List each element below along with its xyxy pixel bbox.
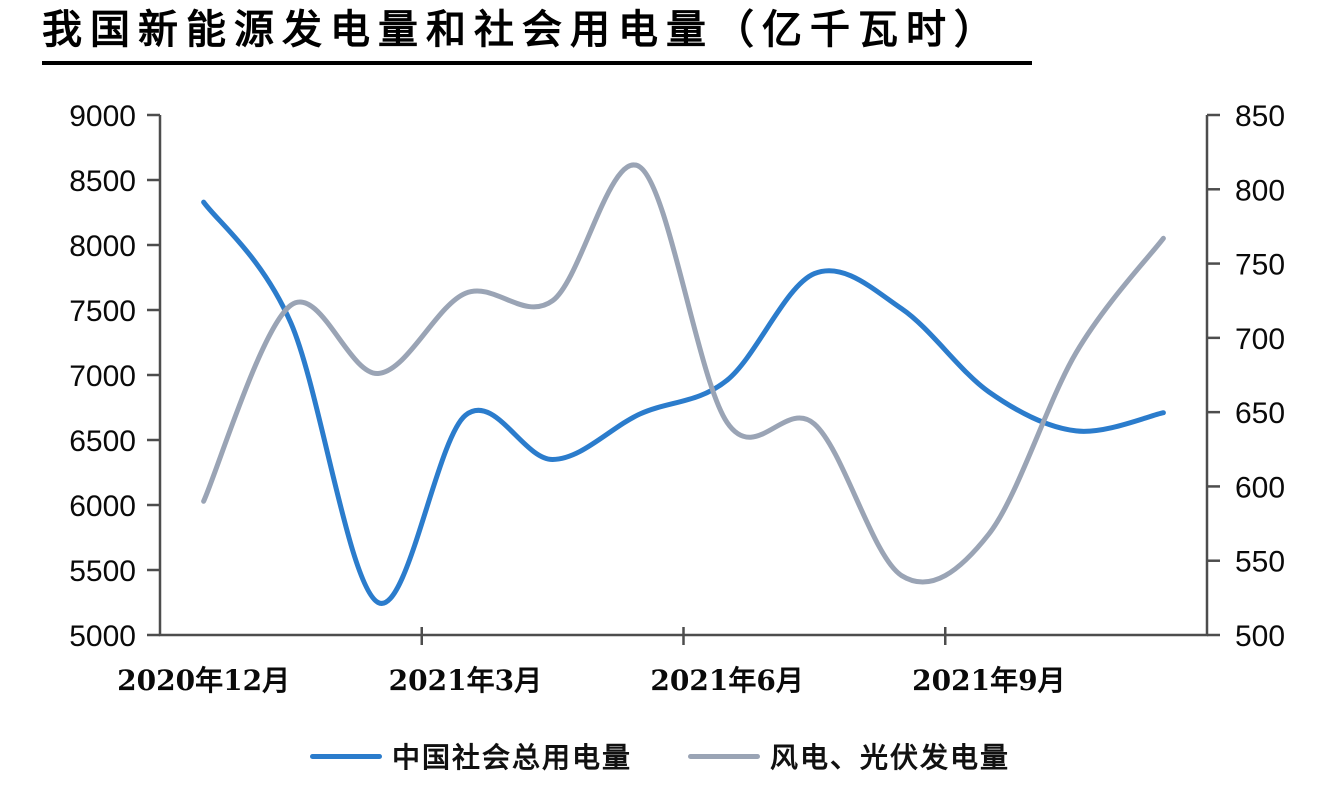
legend-label-consumption: 中国社会总用电量: [391, 741, 632, 774]
line-chart-plot-area: 9000 8500 8000 7500 7000 6500 6000 5500 5000 850 8…: [0, 70, 1320, 710]
left-axis-tick-label: 9000: [69, 100, 136, 133]
right-axis-tick-label: 800: [1235, 174, 1285, 207]
right-axis-tick-label: 650: [1235, 397, 1285, 430]
legend-item-generation: 风电、光伏发电量: [688, 736, 1010, 776]
left-axis-tick-label: 6500: [69, 425, 136, 458]
left-axis-tick-label: 6000: [69, 490, 136, 523]
chart-title: 我国新能源发电量和社会用电量（亿千瓦时）: [42, 6, 1032, 65]
right-axis-tick-label: 750: [1235, 249, 1285, 282]
series-line-consumption: [201, 199, 1166, 606]
left-axis-tick-label: 8000: [69, 230, 136, 263]
legend-item-consumption: 中国社会总用电量: [309, 736, 632, 776]
legend-line-swatch-gray: [688, 753, 760, 759]
chart-title-text: 我国新能源发电量和社会用电量（亿千瓦时）: [42, 6, 1032, 65]
x-axis-tick-label: 2021年9月: [912, 664, 1065, 697]
right-axis-tick-label: 500: [1235, 620, 1285, 653]
right-axis-tick-label: 550: [1235, 546, 1285, 579]
legend-label-generation: 风电、光伏发电量: [770, 741, 1011, 774]
axis-frame: [158, 115, 1209, 637]
right-axis-tick-label: 850: [1235, 100, 1285, 133]
chart-legend: 中国社会总用电量 风电、光伏发电量: [0, 736, 1320, 776]
x-axis-tick-label: 2021年6月: [650, 664, 803, 697]
left-axis-tick-label: 7000: [69, 360, 136, 393]
x-axis-tick-label: 2021年3月: [389, 664, 542, 697]
left-axis-tick-label: 5500: [69, 555, 136, 588]
series-line-generation: [201, 162, 1166, 585]
legend-line-swatch-blue: [309, 753, 382, 759]
x-axis-tick-label: 2020年12月: [117, 664, 290, 697]
left-axis-tick-label: 8500: [69, 165, 136, 198]
line-chart-svg: 9000 8500 8000 7500 7000 6500 6000 5500 5000 850 8…: [69, 100, 1285, 697]
right-axis-tick-label: 600: [1235, 471, 1285, 504]
left-axis-tick-label: 7500: [69, 295, 136, 328]
right-axis-tick-label: 700: [1235, 323, 1285, 356]
left-axis-tick-label: 5000: [69, 620, 136, 653]
